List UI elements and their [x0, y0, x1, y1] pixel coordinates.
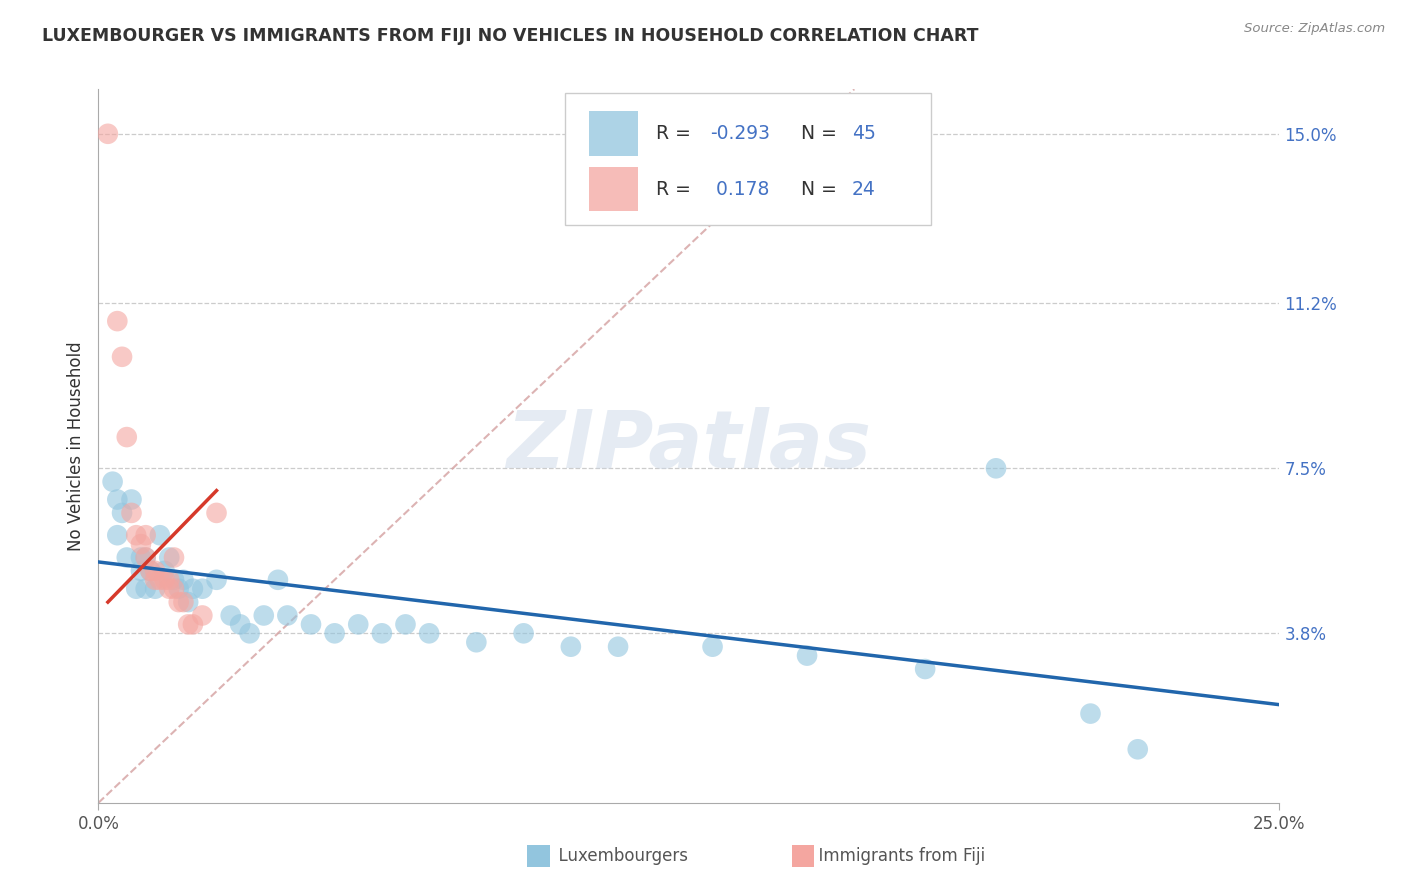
Point	[167, 582, 190, 596]
Point	[157, 573, 180, 587]
Point	[129, 537, 152, 551]
Point	[323, 626, 346, 640]
Point	[191, 582, 214, 596]
Point	[135, 550, 157, 565]
Text: R =: R =	[655, 124, 697, 143]
Text: 0.178: 0.178	[710, 179, 769, 199]
Point	[163, 573, 186, 587]
Point	[149, 573, 172, 587]
Point	[157, 582, 180, 596]
Point	[1080, 706, 1102, 721]
Point	[111, 350, 134, 364]
Point	[105, 314, 128, 328]
Point	[143, 564, 166, 578]
Point	[163, 582, 186, 596]
Point	[1126, 742, 1149, 756]
Point	[465, 635, 488, 649]
Point	[121, 506, 143, 520]
Point	[418, 626, 440, 640]
Point	[560, 640, 582, 654]
Text: N =: N =	[801, 179, 844, 199]
Point	[229, 617, 252, 632]
Point	[105, 528, 128, 542]
Text: 45: 45	[852, 124, 876, 143]
Text: 24: 24	[852, 179, 876, 199]
Point	[172, 573, 194, 587]
Point	[914, 662, 936, 676]
Point	[101, 475, 124, 489]
Point	[172, 595, 194, 609]
Point	[253, 608, 276, 623]
Point	[149, 528, 172, 542]
Text: R =: R =	[655, 179, 697, 199]
Point	[796, 648, 818, 663]
Point	[607, 640, 630, 654]
Point	[115, 550, 138, 565]
Point	[181, 582, 204, 596]
Bar	[589, 112, 638, 155]
Point	[239, 626, 262, 640]
Text: Source: ZipAtlas.com: Source: ZipAtlas.com	[1244, 22, 1385, 36]
Point	[135, 582, 157, 596]
Point	[276, 608, 298, 623]
Point	[394, 617, 416, 632]
Point	[97, 127, 120, 141]
Text: N =: N =	[801, 124, 844, 143]
Text: Luxembourgers: Luxembourgers	[548, 847, 689, 865]
Point	[135, 528, 157, 542]
Point	[267, 573, 290, 587]
Point	[702, 640, 724, 654]
Point	[181, 617, 204, 632]
Y-axis label: No Vehicles in Household: No Vehicles in Household	[66, 341, 84, 551]
Point	[177, 617, 200, 632]
Point	[111, 506, 134, 520]
Point	[143, 573, 166, 587]
Point	[205, 573, 228, 587]
Point	[129, 550, 152, 565]
Text: -0.293: -0.293	[710, 124, 770, 143]
Point	[299, 617, 322, 632]
Point	[167, 595, 190, 609]
Point	[984, 461, 1007, 475]
Point	[157, 550, 180, 565]
Point	[139, 564, 162, 578]
Point	[163, 550, 186, 565]
Point	[177, 595, 200, 609]
Text: Immigrants from Fiji: Immigrants from Fiji	[808, 847, 986, 865]
Text: LUXEMBOURGER VS IMMIGRANTS FROM FIJI NO VEHICLES IN HOUSEHOLD CORRELATION CHART: LUXEMBOURGER VS IMMIGRANTS FROM FIJI NO …	[42, 27, 979, 45]
Point	[371, 626, 394, 640]
Text: ZIPatlas: ZIPatlas	[506, 407, 872, 485]
Point	[115, 430, 138, 444]
Point	[219, 608, 242, 623]
Point	[121, 492, 143, 507]
Point	[347, 617, 370, 632]
Point	[139, 564, 162, 578]
Point	[129, 564, 152, 578]
Point	[125, 528, 148, 542]
Point	[143, 582, 166, 596]
Point	[205, 506, 228, 520]
Point	[153, 564, 176, 578]
Point	[512, 626, 534, 640]
Point	[191, 608, 214, 623]
Point	[125, 582, 148, 596]
Point	[105, 492, 128, 507]
FancyBboxPatch shape	[565, 93, 931, 225]
Point	[153, 573, 176, 587]
Bar	[589, 167, 638, 211]
Point	[135, 550, 157, 565]
